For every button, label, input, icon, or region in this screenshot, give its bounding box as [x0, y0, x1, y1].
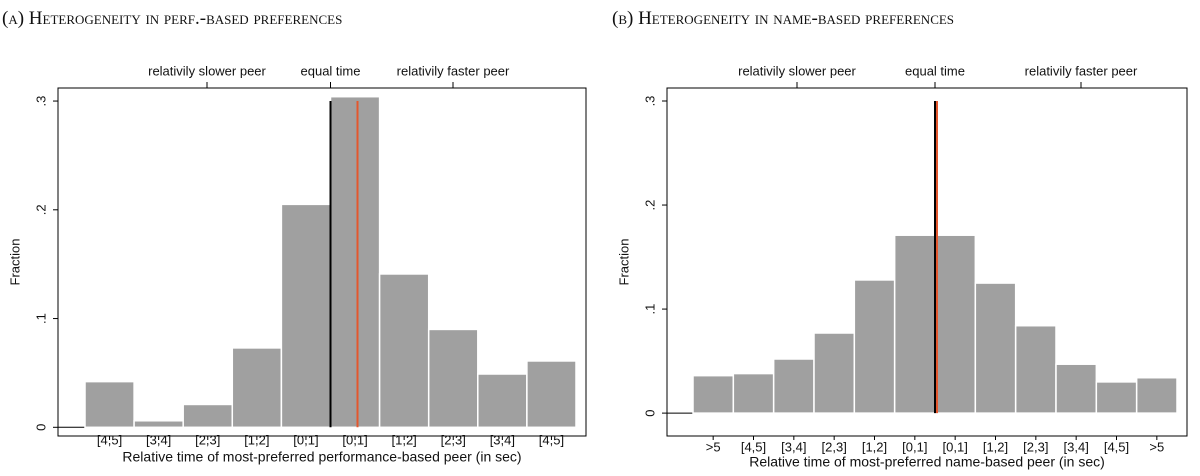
bar	[84, 380, 135, 429]
bar	[133, 420, 184, 429]
x-tick-label: [4,5]	[97, 432, 122, 447]
x-tick-label: >5	[1149, 439, 1164, 454]
bar	[427, 328, 479, 429]
x-tick-label: [3,4]	[146, 432, 171, 447]
bar	[853, 279, 896, 414]
x-tick-label: [0,1]	[293, 432, 318, 447]
x-tick-label: [1,2]	[862, 439, 887, 454]
y-tick-label: .3	[33, 96, 48, 107]
x-tick-label: [3,4]	[490, 432, 515, 447]
x-tick-label: [1,2]	[244, 432, 269, 447]
x-tick-label: [0,1]	[342, 432, 367, 447]
x-tick-label: [2,3]	[195, 432, 220, 447]
bar	[477, 373, 528, 429]
x-tick-label: [3,4]	[781, 439, 806, 454]
x-tick-label: [4,5]	[1104, 439, 1129, 454]
x-axis-title: Relative time of most-preferred performa…	[122, 449, 521, 465]
x-tick-label: [3,4]	[1064, 439, 1089, 454]
y-axis-title: Fraction	[616, 239, 631, 286]
y-tick-label: .3	[642, 96, 657, 107]
bar	[974, 282, 1017, 414]
top-label: equal time	[301, 63, 361, 78]
bar	[231, 347, 283, 429]
top-label: relativily faster peer	[397, 63, 510, 78]
bar	[1014, 324, 1057, 414]
plot-frame	[666, 87, 1188, 437]
panel-title: (a) Heterogeneity in perf.-based prefere…	[2, 8, 342, 29]
bar	[893, 234, 936, 414]
bar	[329, 95, 381, 429]
bar	[378, 273, 430, 429]
x-tick-label: >5	[706, 439, 721, 454]
x-tick-label: [1,2]	[983, 439, 1008, 454]
bar	[280, 203, 332, 429]
x-tick-label: [0,1]	[902, 439, 927, 454]
bar	[813, 332, 856, 414]
x-tick-label: [2,3]	[441, 432, 466, 447]
top-label: relativily slower peer	[148, 63, 266, 78]
panel-title: (b) Heterogeneity in name-based preferen…	[612, 8, 954, 29]
bar	[772, 358, 815, 414]
y-tick-label: .1	[33, 313, 48, 324]
top-label: relativily slower peer	[738, 63, 856, 78]
x-tick-label: [2,3]	[1023, 439, 1048, 454]
x-tick-label: [4,5]	[539, 432, 564, 447]
y-tick-label: .1	[642, 304, 657, 315]
bar	[934, 234, 977, 414]
bar	[526, 360, 577, 429]
bar	[1095, 381, 1138, 414]
plot-frame	[57, 87, 587, 437]
top-label: relativily faster peer	[1025, 63, 1138, 78]
x-axis-title: Relative time of most-preferred name-bas…	[749, 454, 1105, 470]
bar	[182, 403, 234, 429]
y-tick-label: 0	[642, 409, 657, 416]
y-tick-label: 0	[33, 424, 48, 431]
x-tick-label: [1,2]	[392, 432, 417, 447]
bar	[692, 374, 735, 414]
bar	[1135, 376, 1178, 414]
x-tick-label: [0,1]	[943, 439, 968, 454]
y-tick-label: .2	[642, 200, 657, 211]
y-axis-title: Fraction	[7, 239, 22, 286]
x-tick-label: [2,3]	[822, 439, 847, 454]
bar	[1055, 363, 1098, 414]
x-tick-label: [4,5]	[741, 439, 766, 454]
top-label: equal time	[905, 63, 965, 78]
bar	[732, 372, 775, 414]
y-tick-label: .2	[33, 204, 48, 215]
